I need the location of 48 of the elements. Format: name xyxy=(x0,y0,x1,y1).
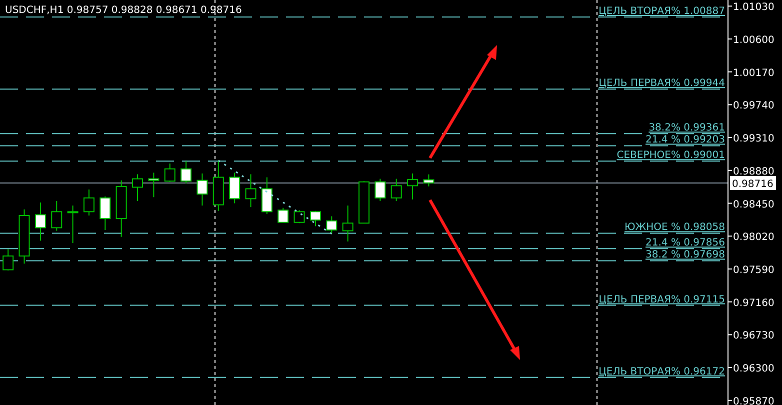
candlestick xyxy=(180,160,192,184)
y-tick-label: 0.96730 xyxy=(733,330,774,342)
ref-line-label: 0.98716 xyxy=(732,178,774,190)
y-tick-label: 1.00600 xyxy=(733,34,774,46)
candlestick xyxy=(423,174,434,187)
candlestick xyxy=(390,178,402,202)
y-tick-label: 0.96300 xyxy=(733,364,774,375)
ref-line-label: 21.4 % 0.99203 xyxy=(646,134,725,146)
ref-line-label: 21.4 % 0.97856 xyxy=(646,238,725,249)
ref-line-label: ЦЕЛЬ ВТОРАЯ% 1.00887 xyxy=(598,6,725,18)
candlestick xyxy=(196,172,208,206)
candlestick xyxy=(245,174,256,208)
text: USDCHF,H1 0.98757 0.98828 0.98671 0.98716 xyxy=(5,5,242,16)
candlestick xyxy=(310,210,321,227)
candlestick xyxy=(407,172,418,200)
y-tick-label: 1.01030 xyxy=(733,2,774,14)
candlestick xyxy=(229,172,240,204)
y-tick-label: 0.95870 xyxy=(733,396,774,405)
candlestick xyxy=(67,205,78,244)
ref-line-label: 38.2 % 0.97698 xyxy=(646,250,725,261)
ref-line-label: ЦЕЛЬ ПЕРВАЯ% 0.97115 xyxy=(598,294,725,306)
ref-line-label: ЦЕЛЬ ВТОРАЯ% 0.96172 xyxy=(598,366,725,378)
y-tick-label: 0.98020 xyxy=(733,232,774,244)
ref-line-label: ЦЕЛЬ ПЕРВАЯ% 0.99944 xyxy=(598,78,725,90)
y-tick-label: 0.99740 xyxy=(733,100,774,112)
candlestick xyxy=(2,248,14,272)
candlestick xyxy=(278,207,289,223)
candlestick xyxy=(51,200,62,232)
candlestick xyxy=(34,202,46,242)
candlestick xyxy=(261,176,272,214)
candlestick xyxy=(164,163,176,182)
y-tick-label: 0.97590 xyxy=(733,264,774,276)
y-tick-label: 0.98880 xyxy=(733,166,774,178)
candlestick xyxy=(148,172,160,198)
ref-line-label: СЕВЕРНОЕ% 0.99001 xyxy=(616,150,725,162)
candlestick xyxy=(326,216,338,234)
y-tick-label: 0.97160 xyxy=(733,298,774,309)
candlestick xyxy=(342,205,354,242)
y-tick-label: 1.00170 xyxy=(733,68,774,79)
y-tick-label: 0.99310 xyxy=(733,134,774,145)
candlestick xyxy=(83,189,94,216)
ref-line-label: 38.2% 0.99361 xyxy=(648,122,725,134)
y-tick-label: 0.98450 xyxy=(733,199,774,210)
candlestick xyxy=(374,178,386,202)
candlestick xyxy=(100,196,111,231)
candlestick xyxy=(294,210,305,224)
candlestick xyxy=(132,174,144,202)
ref-line-label: ЮЖНОЕ % 0.98058 xyxy=(624,222,725,234)
